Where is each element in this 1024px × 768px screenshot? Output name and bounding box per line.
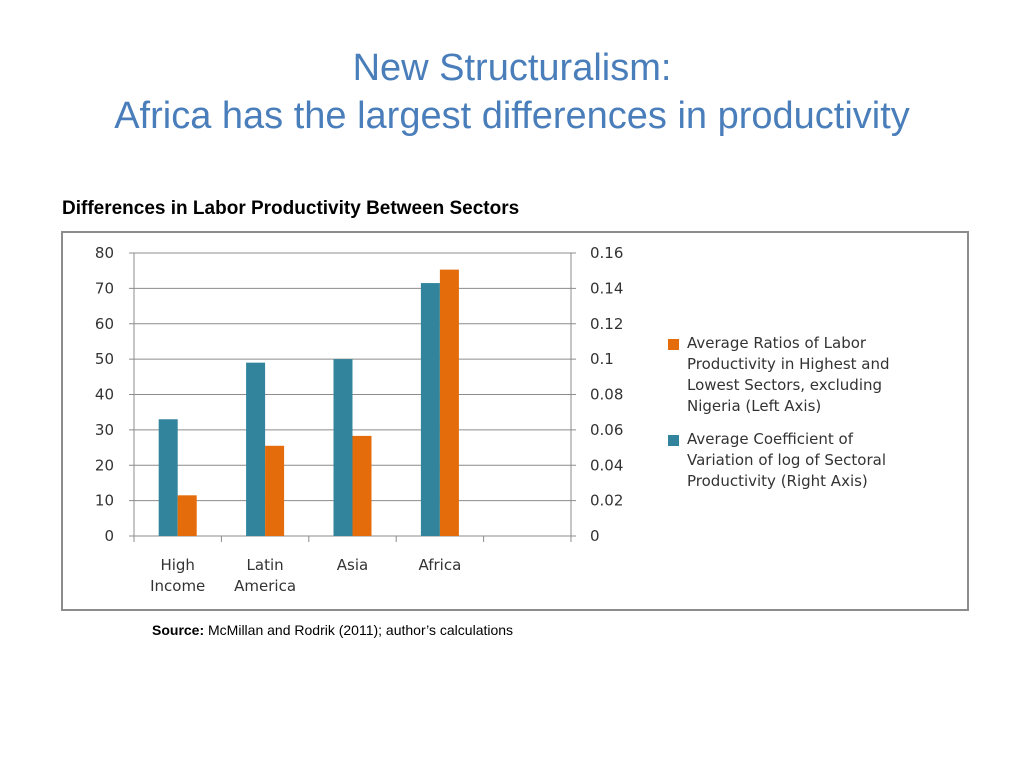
category-label: Asia — [337, 556, 368, 574]
right-axis-tick-label: 0.06 — [590, 421, 623, 439]
left-axis-tick-label: 10 — [95, 492, 114, 510]
right-axis-tick-label: 0.16 — [590, 244, 623, 262]
legend-label-line: Nigeria (Left Axis) — [687, 397, 822, 415]
left-axis-tick-label: 80 — [95, 244, 114, 262]
chart-frame: 0 10 20 30 40 50 60 70 80 0 0.02 0.04 0.06 0.08 0.1 0.1… — [61, 231, 969, 611]
legend-label-line: Productivity (Right Axis) — [687, 472, 868, 490]
legend-item: Average Coefficient of Variation of log o… — [668, 429, 957, 492]
slide-title: New Structuralism: Africa has the larges… — [0, 44, 1024, 140]
source-note: Source: McMillan and Rodrik (2011); auth… — [152, 622, 513, 638]
slide-title-line-1: New Structuralism: — [352, 47, 672, 89]
left-axis-tick-label: 70 — [95, 279, 114, 297]
right-axis-tick-label: 0 — [590, 527, 600, 545]
bar-coefficient-of-variation — [420, 283, 440, 536]
left-axis-tick-label: 20 — [95, 456, 114, 474]
left-axis-tick-label: 60 — [95, 315, 114, 333]
left-axis-tick-label: 40 — [95, 386, 114, 404]
legend-label-line: Lowest Sectors, excluding — [687, 376, 883, 394]
source-text: McMillan and Rodrik (2011); author’s cal… — [208, 622, 514, 638]
category-label: Latin — [247, 556, 284, 574]
right-axis-tick-label: 0.02 — [590, 492, 623, 510]
right-axis-tick-label: 0.08 — [590, 386, 623, 404]
right-axis-tick-label: 0.1 — [590, 350, 614, 368]
legend-label-line: Variation of log of Sectoral — [687, 451, 886, 469]
legend-label-line: Productivity in Highest and — [687, 355, 890, 373]
legend-label: Average Ratios of Labor Productivity in H… — [687, 333, 957, 417]
bar-productivity-ratio — [265, 445, 285, 536]
bar-productivity-ratio — [352, 435, 372, 536]
right-axis-tick-label: 0.14 — [590, 279, 623, 297]
legend-swatch — [668, 339, 679, 350]
bar-coefficient-of-variation — [158, 419, 178, 536]
category-label: High — [160, 556, 194, 574]
bar-coefficient-of-variation — [333, 359, 353, 536]
legend-swatch — [668, 435, 679, 446]
slide-title-line-2: Africa has the largest differences in pr… — [114, 95, 910, 137]
source-label: Source: — [152, 622, 205, 638]
category-label: Income — [150, 577, 205, 595]
legend-label-line: Average Ratios of Labor — [687, 334, 867, 352]
legend-item: Average Ratios of Labor Productivity in H… — [668, 333, 957, 417]
chart-heading: Differences in Labor Productivity Betwee… — [62, 198, 520, 219]
bar-productivity-ratio — [439, 269, 459, 536]
left-axis-tick-label: 30 — [95, 421, 114, 439]
right-axis-tick-label: 0.04 — [590, 456, 623, 474]
legend-label: Average Coefficient of Variation of log o… — [687, 429, 957, 492]
category-label: Africa — [419, 556, 462, 574]
left-axis-tick-label: 0 — [104, 527, 114, 545]
legend-label-line: Average Coefficient of — [687, 430, 854, 448]
bar-productivity-ratio — [177, 495, 197, 536]
category-label: America — [234, 577, 296, 595]
right-axis-tick-label: 0.12 — [590, 315, 623, 333]
bar-coefficient-of-variation — [246, 362, 266, 536]
bar-chart: 0 10 20 30 40 50 60 70 80 0 0.02 0.04 0.06 0.08 0.1 0.1… — [95, 244, 624, 595]
left-axis-tick-label: 50 — [95, 350, 114, 368]
